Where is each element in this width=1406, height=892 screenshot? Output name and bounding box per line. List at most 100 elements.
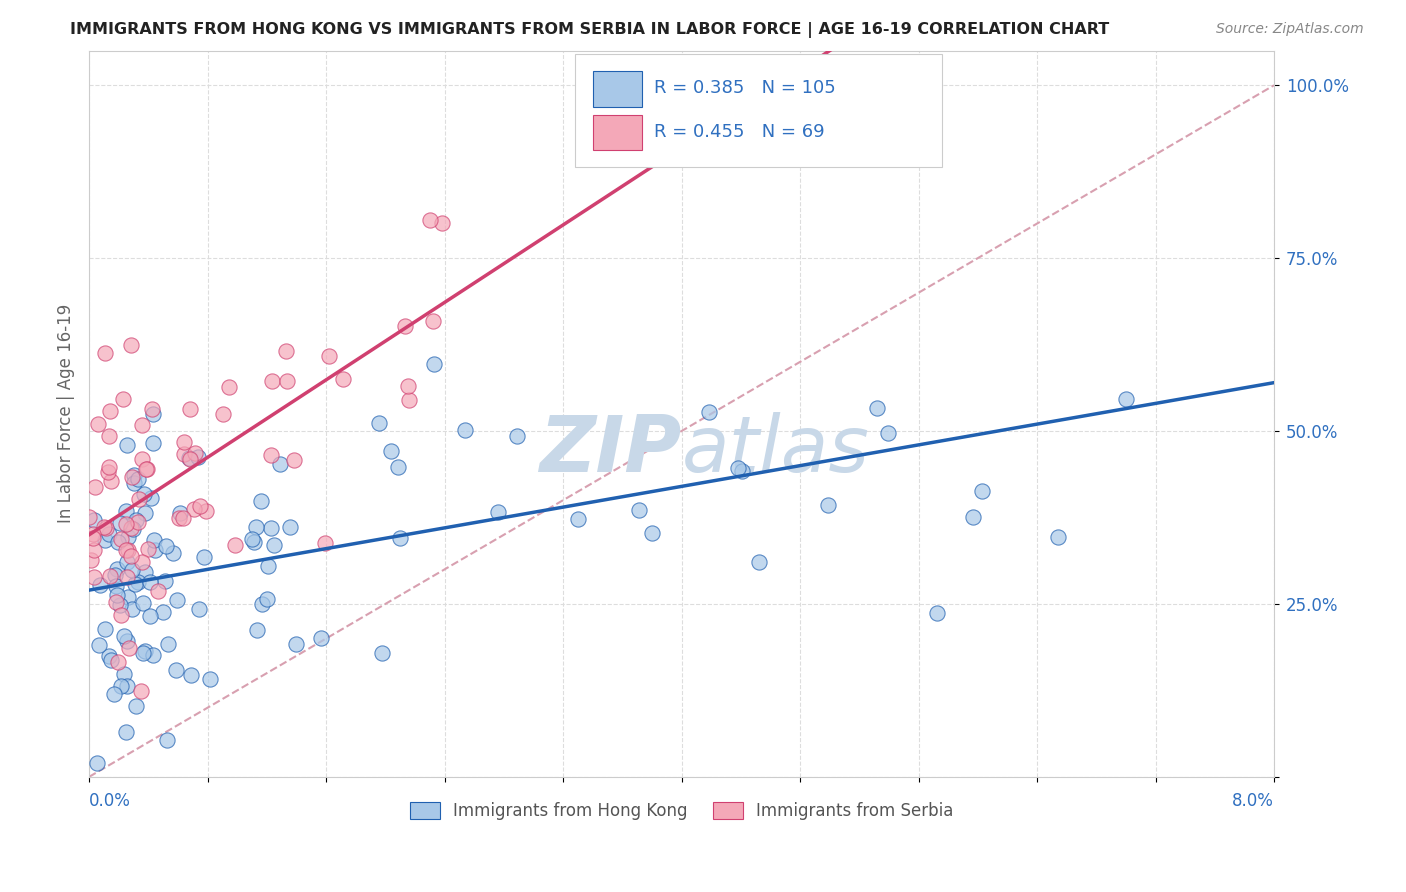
Point xyxy=(156,732,179,747)
Point xyxy=(269,458,291,472)
Point xyxy=(93,622,115,636)
Point xyxy=(262,374,284,388)
Point xyxy=(155,539,177,553)
Point xyxy=(187,450,209,465)
Point xyxy=(117,438,139,452)
Point xyxy=(127,515,149,529)
Point xyxy=(250,597,273,611)
Point xyxy=(141,402,163,417)
Point xyxy=(194,504,217,518)
Y-axis label: In Labor Force | Age 16-19: In Labor Force | Age 16-19 xyxy=(58,304,75,524)
Point xyxy=(246,624,269,638)
Point xyxy=(240,532,263,546)
Text: R = 0.385   N = 105: R = 0.385 N = 105 xyxy=(654,79,837,97)
Point xyxy=(169,510,191,524)
Point xyxy=(179,401,201,416)
Point xyxy=(132,487,155,501)
Point xyxy=(115,725,138,739)
Point xyxy=(131,417,153,432)
Point xyxy=(89,578,111,592)
Point xyxy=(108,516,131,530)
Point xyxy=(107,535,129,549)
Point xyxy=(387,460,409,475)
Point xyxy=(108,599,131,613)
Point xyxy=(98,648,121,663)
Point xyxy=(114,629,136,643)
Point xyxy=(972,484,994,499)
Point xyxy=(142,407,165,421)
Point xyxy=(134,506,156,520)
Point xyxy=(506,429,529,443)
Point xyxy=(104,568,127,582)
Point xyxy=(122,522,145,536)
Point xyxy=(177,451,200,466)
Point xyxy=(817,498,839,512)
Point xyxy=(243,534,266,549)
Point xyxy=(398,392,420,407)
Point xyxy=(98,527,121,541)
Point xyxy=(180,667,202,681)
Point xyxy=(925,606,948,620)
Legend: Immigrants from Hong Kong, Immigrants from Serbia: Immigrants from Hong Kong, Immigrants fr… xyxy=(404,795,960,827)
Point xyxy=(125,513,148,527)
FancyBboxPatch shape xyxy=(593,71,643,107)
Point xyxy=(962,509,984,524)
Point xyxy=(82,526,104,541)
Text: R = 0.455   N = 69: R = 0.455 N = 69 xyxy=(654,123,825,141)
Point xyxy=(259,448,281,462)
Point xyxy=(80,553,103,567)
Point xyxy=(120,549,142,563)
Point xyxy=(183,502,205,516)
Point xyxy=(127,472,149,486)
Point xyxy=(419,213,441,227)
Point xyxy=(260,520,283,534)
Point xyxy=(115,504,138,518)
Point xyxy=(142,436,165,450)
Point xyxy=(98,568,121,582)
Point xyxy=(132,596,155,610)
Point xyxy=(138,608,160,623)
Point xyxy=(98,404,121,418)
Point xyxy=(173,447,195,461)
Point xyxy=(257,558,280,573)
Point xyxy=(110,679,132,693)
Point xyxy=(118,641,141,656)
Point xyxy=(211,407,233,421)
Point xyxy=(82,531,104,545)
Point xyxy=(100,653,122,667)
Point xyxy=(627,503,650,517)
Point xyxy=(105,588,128,602)
Point xyxy=(83,543,105,558)
Point xyxy=(276,375,298,389)
Point xyxy=(432,216,454,230)
Point xyxy=(110,533,132,547)
Point xyxy=(388,531,411,545)
Point xyxy=(124,476,146,491)
Point xyxy=(103,687,125,701)
Point xyxy=(115,679,138,693)
Point xyxy=(83,570,105,584)
Point xyxy=(97,460,120,475)
Point xyxy=(318,349,340,363)
Point xyxy=(117,542,139,557)
Point xyxy=(245,519,267,533)
Point xyxy=(136,541,159,556)
Point xyxy=(193,549,215,564)
Point xyxy=(173,434,195,449)
FancyBboxPatch shape xyxy=(575,54,942,167)
Point xyxy=(876,425,898,440)
Point xyxy=(697,405,720,419)
Text: 0.0%: 0.0% xyxy=(89,792,131,810)
Point xyxy=(1046,530,1069,544)
Point xyxy=(368,416,391,430)
Point xyxy=(83,480,105,494)
Point xyxy=(748,555,770,569)
Point xyxy=(105,579,128,593)
Point xyxy=(218,380,240,394)
Point xyxy=(640,526,662,541)
Point xyxy=(122,467,145,482)
Point xyxy=(284,637,307,651)
Point xyxy=(169,506,191,520)
Point xyxy=(107,655,129,669)
Point xyxy=(93,520,115,534)
